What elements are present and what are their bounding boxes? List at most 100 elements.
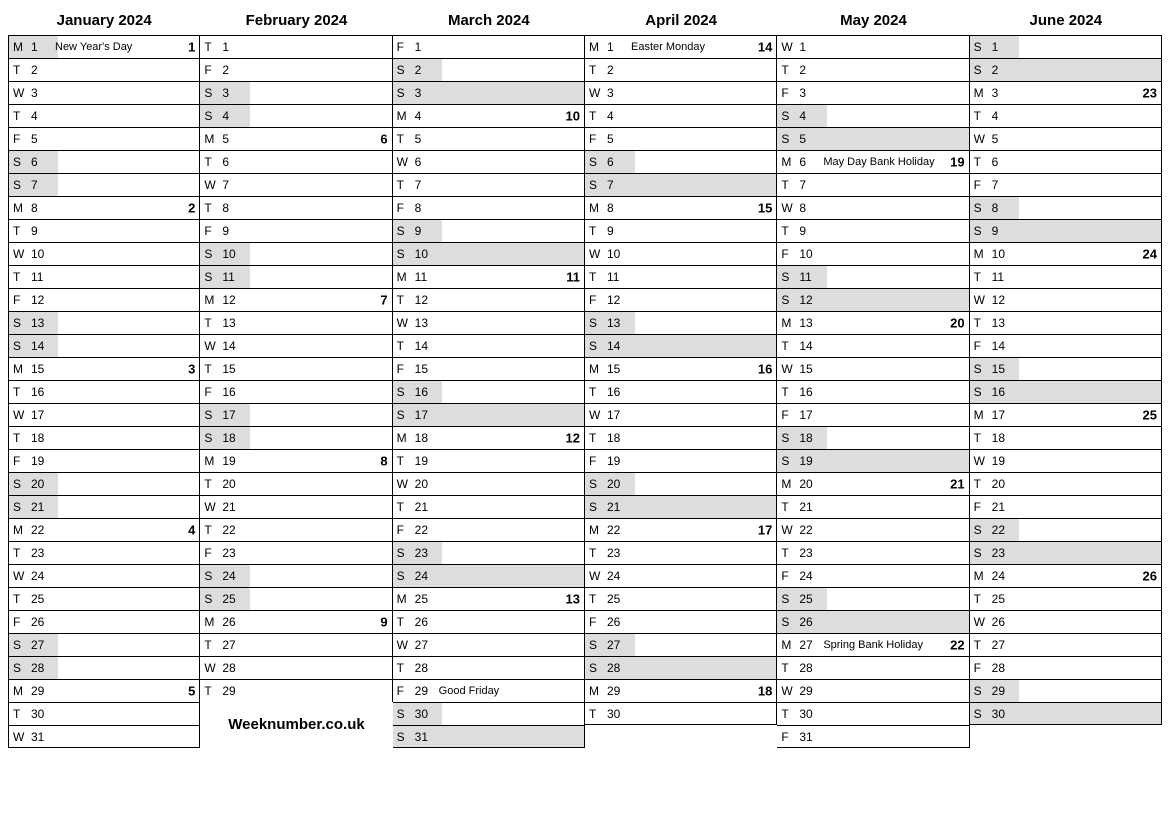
day-of-week: S bbox=[777, 431, 797, 445]
day-of-week: W bbox=[777, 40, 797, 54]
holiday-label: May Day Bank Holiday bbox=[821, 156, 934, 168]
day-of-week: S bbox=[200, 109, 220, 123]
day-row: T25 bbox=[585, 587, 777, 610]
day-number: 9 bbox=[29, 224, 53, 238]
day-number: 8 bbox=[29, 201, 53, 215]
day-row: T11 bbox=[8, 265, 200, 288]
day-number: 20 bbox=[29, 477, 53, 491]
day-number: 5 bbox=[990, 132, 1014, 146]
day-row: W15 bbox=[777, 357, 969, 380]
week-number: 3 bbox=[188, 362, 195, 377]
day-number: 2 bbox=[29, 63, 53, 77]
day-of-week: T bbox=[393, 615, 413, 629]
day-number: 4 bbox=[413, 109, 437, 123]
day-number: 5 bbox=[797, 132, 821, 146]
day-number: 30 bbox=[605, 707, 629, 721]
day-of-week: M bbox=[777, 638, 797, 652]
day-of-week: S bbox=[393, 408, 413, 422]
day-row: W13 bbox=[393, 311, 585, 334]
day-number: 22 bbox=[413, 523, 437, 537]
holiday-label: Spring Bank Holiday bbox=[821, 639, 923, 651]
week-number: 10 bbox=[566, 109, 580, 124]
day-of-week: T bbox=[9, 63, 29, 77]
day-of-week: S bbox=[200, 408, 220, 422]
day-of-week: S bbox=[970, 707, 990, 721]
day-number: 6 bbox=[29, 155, 53, 169]
day-row: T7 bbox=[777, 173, 969, 196]
day-row: F19 bbox=[8, 449, 200, 472]
day-number: 17 bbox=[413, 408, 437, 422]
day-row: W24 bbox=[585, 564, 777, 587]
day-row: F17 bbox=[777, 403, 969, 426]
day-number: 13 bbox=[29, 316, 53, 330]
day-number: 23 bbox=[797, 546, 821, 560]
day-row: M153 bbox=[8, 357, 200, 380]
day-row: W14 bbox=[200, 334, 392, 357]
day-of-week: S bbox=[585, 638, 605, 652]
day-number: 23 bbox=[413, 546, 437, 560]
day-of-week: S bbox=[200, 86, 220, 100]
day-row: F26 bbox=[8, 610, 200, 633]
day-of-week: F bbox=[200, 224, 220, 238]
day-row: T13 bbox=[970, 311, 1162, 334]
day-number: 8 bbox=[990, 201, 1014, 215]
day-of-week: T bbox=[9, 270, 29, 284]
day-number: 12 bbox=[797, 293, 821, 307]
day-number: 29 bbox=[797, 684, 821, 698]
day-row: S19 bbox=[777, 449, 969, 472]
day-number: 7 bbox=[220, 178, 244, 192]
day-number: 28 bbox=[605, 661, 629, 675]
day-number: 6 bbox=[605, 155, 629, 169]
day-of-week: M bbox=[393, 431, 413, 445]
day-number: 10 bbox=[797, 247, 821, 261]
day-number: 25 bbox=[220, 592, 244, 606]
day-row: F14 bbox=[970, 334, 1162, 357]
day-number: 20 bbox=[605, 477, 629, 491]
day-number: 14 bbox=[797, 339, 821, 353]
day-row: S26 bbox=[777, 610, 969, 633]
day-row: T6 bbox=[200, 150, 392, 173]
day-row: S5 bbox=[777, 127, 969, 150]
day-number: 30 bbox=[29, 707, 53, 721]
day-number: 26 bbox=[605, 615, 629, 629]
day-row: S15 bbox=[970, 357, 1162, 380]
day-of-week: W bbox=[585, 247, 605, 261]
day-row: M1516 bbox=[585, 357, 777, 380]
day-number: 18 bbox=[413, 431, 437, 445]
day-row: W31 bbox=[8, 725, 200, 748]
day-of-week: T bbox=[200, 316, 220, 330]
week-number: 16 bbox=[758, 362, 772, 377]
day-row: M2918 bbox=[585, 679, 777, 702]
day-of-week: F bbox=[393, 684, 413, 698]
day-number: 31 bbox=[797, 730, 821, 744]
day-row: S17 bbox=[200, 403, 392, 426]
day-row: F24 bbox=[777, 564, 969, 587]
day-row: M56 bbox=[200, 127, 392, 150]
day-row: S1 bbox=[970, 35, 1162, 58]
day-of-week: M bbox=[200, 454, 220, 468]
day-of-week: S bbox=[9, 339, 29, 353]
day-of-week: W bbox=[393, 316, 413, 330]
week-number: 4 bbox=[188, 523, 195, 538]
day-of-week: S bbox=[393, 569, 413, 583]
day-row: T2 bbox=[585, 58, 777, 81]
month-header: January 2024 bbox=[8, 8, 200, 35]
day-number: 12 bbox=[413, 293, 437, 307]
day-of-week: W bbox=[393, 638, 413, 652]
year-calendar: January 2024M1New Year's Day1T2W3T4F5S6S… bbox=[8, 8, 1162, 748]
day-number: 20 bbox=[220, 477, 244, 491]
day-of-week: S bbox=[9, 477, 29, 491]
day-number: 21 bbox=[220, 500, 244, 514]
holiday-label: Good Friday bbox=[437, 685, 500, 697]
day-row: M198 bbox=[200, 449, 392, 472]
day-of-week: M bbox=[585, 523, 605, 537]
day-number: 12 bbox=[220, 293, 244, 307]
week-number: 15 bbox=[758, 201, 772, 216]
day-of-week: T bbox=[9, 707, 29, 721]
day-row: W1 bbox=[777, 35, 969, 58]
day-number: 16 bbox=[605, 385, 629, 399]
day-of-week: F bbox=[9, 454, 29, 468]
day-number: 8 bbox=[413, 201, 437, 215]
day-row: T28 bbox=[393, 656, 585, 679]
day-number: 15 bbox=[29, 362, 53, 376]
